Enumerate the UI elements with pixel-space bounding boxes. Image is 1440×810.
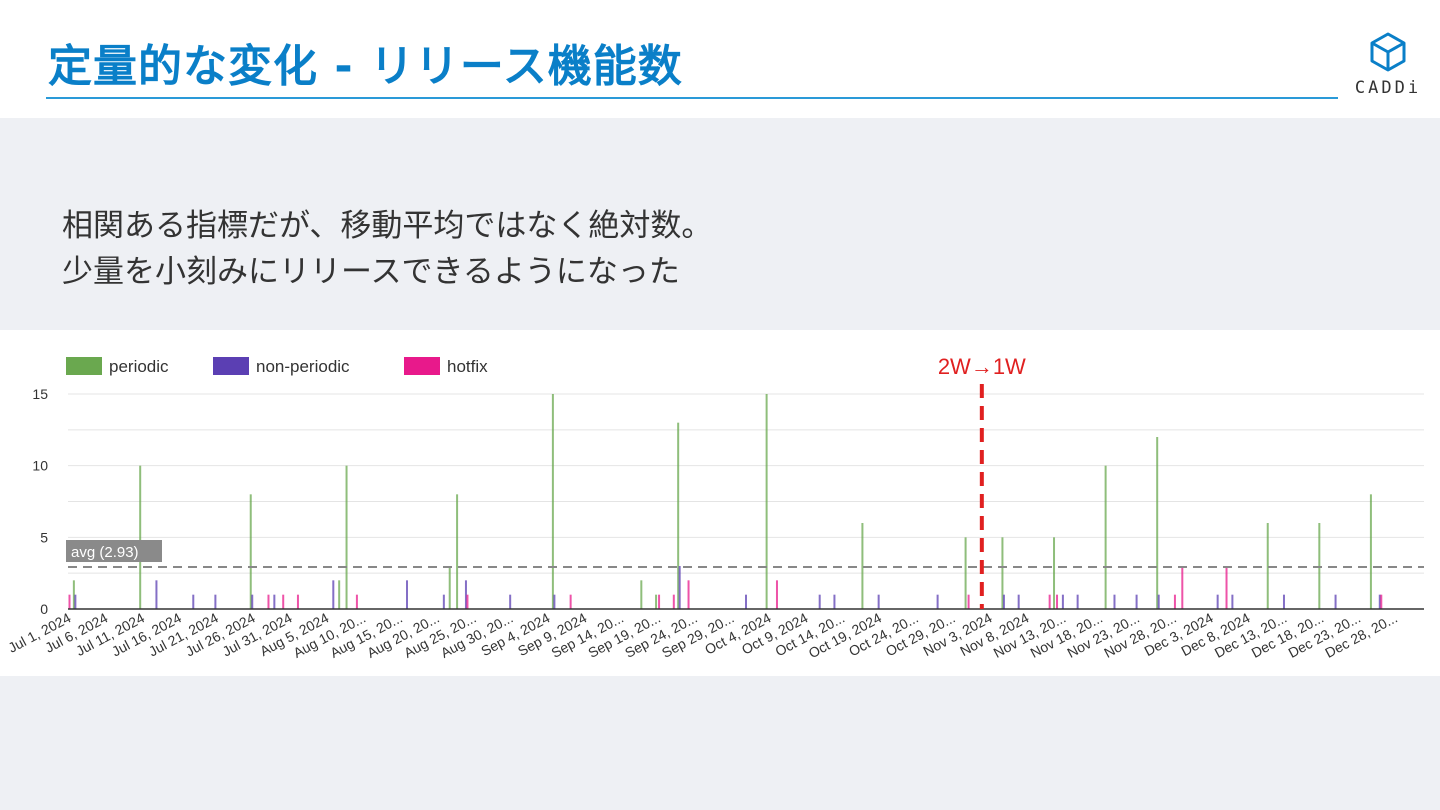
avg-label: avg (2.93) <box>71 544 139 561</box>
footer-band <box>0 676 1440 810</box>
bar-non-periodic <box>1113 594 1116 609</box>
bar-non-periodic <box>332 580 335 609</box>
bar-hotfix <box>296 594 299 609</box>
y-tick-label: 0 <box>40 601 48 617</box>
bar-hotfix <box>967 594 970 609</box>
bar-hotfix <box>282 594 285 609</box>
bar-non-periodic <box>1216 594 1219 609</box>
slide-title: 定量的な変化 - リリース機能数 <box>48 41 683 92</box>
bar-periodic <box>1369 494 1372 609</box>
release-chart-panel: 0 5 10 15 periodic non-periodic hotfix avg (2.9… <box>0 330 1440 676</box>
bar-non-periodic <box>509 594 512 609</box>
bar-non-periodic <box>553 594 556 609</box>
bar-hotfix <box>687 580 690 609</box>
bar-periodic <box>964 537 967 609</box>
bar-non-periodic <box>442 594 445 609</box>
bar-periodic <box>551 394 554 609</box>
legend-swatch-hotfix <box>404 357 440 375</box>
bar-non-periodic <box>214 594 217 609</box>
bar-non-periodic <box>1282 594 1285 609</box>
caddi-logo: CADDi <box>1348 30 1428 102</box>
bar-hotfix <box>1225 566 1228 609</box>
bar-hotfix <box>68 594 71 609</box>
bar-periodic <box>640 580 643 609</box>
legend-label-hotfix: hotfix <box>447 357 488 376</box>
y-tick-label: 15 <box>32 386 48 402</box>
body-line-2: 少量を小刻みにリリースできるようになった <box>62 254 680 290</box>
bar-non-periodic <box>1334 594 1337 609</box>
bar-periodic <box>1266 523 1269 609</box>
bar-periodic <box>1156 437 1159 609</box>
bar-non-periodic <box>1135 594 1138 609</box>
bar-periodic <box>861 523 864 609</box>
bar-non-periodic <box>745 594 747 609</box>
bar-non-periodic <box>678 566 681 609</box>
bar-non-periodic <box>155 580 158 609</box>
bar-hotfix <box>1380 594 1383 609</box>
bar-hotfix <box>1181 566 1184 609</box>
bar-non-periodic <box>877 594 880 609</box>
bar-periodic <box>1104 465 1107 609</box>
bar-hotfix <box>466 594 469 609</box>
bar-periodic <box>1053 537 1056 609</box>
logo-wordmark: CADDi <box>1354 78 1422 98</box>
bar-non-periodic <box>833 594 836 609</box>
bar-periodic <box>1318 523 1321 609</box>
bar-hotfix <box>775 580 778 609</box>
bar-non-periodic <box>818 594 821 609</box>
bar-periodic <box>249 494 252 609</box>
bar-non-periodic <box>1157 594 1160 609</box>
bar-periodic <box>1001 537 1004 609</box>
body-line-1: 相関ある指標だが、移動平均ではなく絶対数。 <box>62 208 713 244</box>
bar-periodic <box>139 465 142 609</box>
bar-periodic <box>338 580 341 609</box>
bar-non-periodic <box>192 594 195 609</box>
bar-non-periodic <box>1231 594 1234 609</box>
bar-non-periodic <box>1076 594 1079 609</box>
bar-periodic <box>765 394 768 609</box>
bar-non-periodic <box>936 594 939 609</box>
bar-periodic <box>448 566 451 609</box>
y-tick-label: 10 <box>32 458 48 474</box>
bar-hotfix <box>672 594 675 609</box>
bar-hotfix <box>1056 594 1059 609</box>
legend-swatch-non-periodic <box>213 357 249 375</box>
message-band <box>0 118 1440 330</box>
cube-icon <box>1370 32 1406 72</box>
bar-hotfix <box>1048 594 1051 609</box>
bar-hotfix <box>1173 594 1176 609</box>
y-tick-label: 5 <box>40 529 48 545</box>
bar-periodic <box>655 594 658 609</box>
interval-change-label: 2W→1W <box>938 354 1026 379</box>
legend-label-periodic: periodic <box>109 357 169 376</box>
slide-header: 定量的な変化 - リリース機能数 CADDi <box>0 0 1440 118</box>
bar-non-periodic <box>464 580 467 609</box>
bar-periodic <box>456 494 459 609</box>
bar-periodic <box>677 422 680 609</box>
bar-non-periodic <box>273 594 276 609</box>
avg-label-box <box>66 540 162 563</box>
bar-non-periodic <box>406 580 408 609</box>
bar-hotfix <box>658 594 661 609</box>
bar-non-periodic <box>74 594 77 609</box>
title-underline <box>46 97 1338 99</box>
release-chart: 0 5 10 15 periodic non-periodic hotfix avg (2.9… <box>5 354 1424 661</box>
bar-non-periodic <box>1378 594 1381 609</box>
bar-periodic <box>72 580 75 609</box>
bar-hotfix <box>267 594 270 609</box>
bar-hotfix <box>355 594 358 609</box>
bar-hotfix <box>569 594 572 609</box>
bar-periodic <box>345 465 348 609</box>
bar-non-periodic <box>1002 594 1005 609</box>
bar-non-periodic <box>1017 594 1020 609</box>
legend-swatch-periodic <box>66 357 102 375</box>
bar-non-periodic <box>1061 594 1064 609</box>
legend-label-non-periodic: non-periodic <box>256 357 350 376</box>
bar-non-periodic <box>251 594 254 609</box>
